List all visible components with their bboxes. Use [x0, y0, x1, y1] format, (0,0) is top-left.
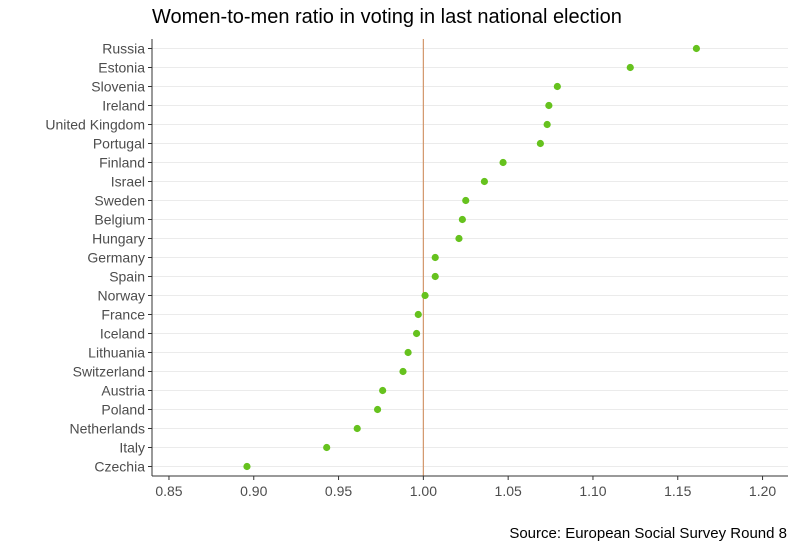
y-tick-label: Austria: [101, 383, 145, 399]
y-tick-label: Italy: [119, 440, 145, 456]
data-points: [243, 44, 701, 471]
y-tick-label: Sweden: [94, 193, 145, 209]
x-tick-label: 0.95: [325, 483, 352, 499]
x-tick-label: 1.00: [410, 483, 437, 499]
x-tick-label: 1.10: [579, 483, 606, 499]
y-tick-label: Switzerland: [73, 364, 145, 380]
y-tick-label: Netherlands: [70, 421, 146, 437]
axes: [148, 39, 788, 480]
data-point: [379, 386, 387, 395]
x-tick-labels: 0.85 0.90 0.95 1.00 1.05 1.10 1.15 1.20: [155, 483, 776, 499]
data-point: [553, 82, 561, 91]
data-point: [462, 196, 470, 205]
x-tick-label: 1.15: [664, 483, 691, 499]
chart-source: Source: European Social Survey Round 8: [509, 525, 787, 542]
data-point: [692, 44, 701, 53]
y-tick-label: United Kingdom: [45, 117, 145, 133]
data-point: [626, 63, 634, 72]
x-tick-label: 0.90: [240, 483, 267, 499]
x-tick-label: 0.85: [155, 483, 182, 499]
data-point: [373, 405, 382, 414]
y-tick-label: Germany: [87, 250, 145, 266]
data-point: [455, 234, 463, 243]
y-tick-label: Estonia: [98, 60, 145, 76]
data-point: [353, 424, 361, 433]
data-point: [431, 272, 439, 281]
x-tick-label: 1.05: [495, 483, 522, 499]
chart-title: Women-to-men ratio in voting in last nat…: [152, 6, 622, 28]
y-tick-label: Portugal: [93, 136, 145, 152]
data-point: [499, 158, 507, 167]
y-tick-label: Hungary: [92, 231, 145, 247]
data-point: [399, 367, 407, 376]
data-point: [323, 443, 331, 452]
data-point: [414, 310, 422, 319]
grid-lines: [152, 48, 788, 467]
data-point: [543, 120, 551, 129]
y-tick-label: Iceland: [100, 326, 145, 342]
data-point: [404, 348, 412, 357]
data-point: [412, 329, 421, 338]
data-point: [536, 139, 544, 148]
x-tick-label: 1.20: [749, 483, 776, 499]
y-tick-label: Spain: [109, 269, 145, 285]
y-tick-label: Norway: [98, 288, 145, 304]
y-tick-label: Finland: [99, 155, 145, 171]
y-tick-label: Russia: [102, 41, 145, 57]
y-tick-label: Slovenia: [91, 79, 145, 95]
y-tick-label: Ireland: [102, 98, 145, 114]
data-point: [545, 101, 553, 110]
data-point: [431, 253, 439, 262]
data-point: [458, 215, 466, 224]
y-tick-label: Israel: [111, 174, 145, 190]
y-tick-labels: Russia Estonia Slovenia Ireland United Kingd…: [45, 41, 145, 475]
y-tick-label: Lithuania: [88, 345, 145, 361]
y-tick-label: France: [101, 307, 145, 323]
y-tick-label: Poland: [101, 402, 145, 418]
y-tick-label: Belgium: [94, 212, 145, 228]
data-point: [480, 177, 489, 186]
y-tick-label: Czechia: [94, 459, 145, 475]
data-point: [421, 291, 429, 300]
data-point: [243, 462, 251, 471]
